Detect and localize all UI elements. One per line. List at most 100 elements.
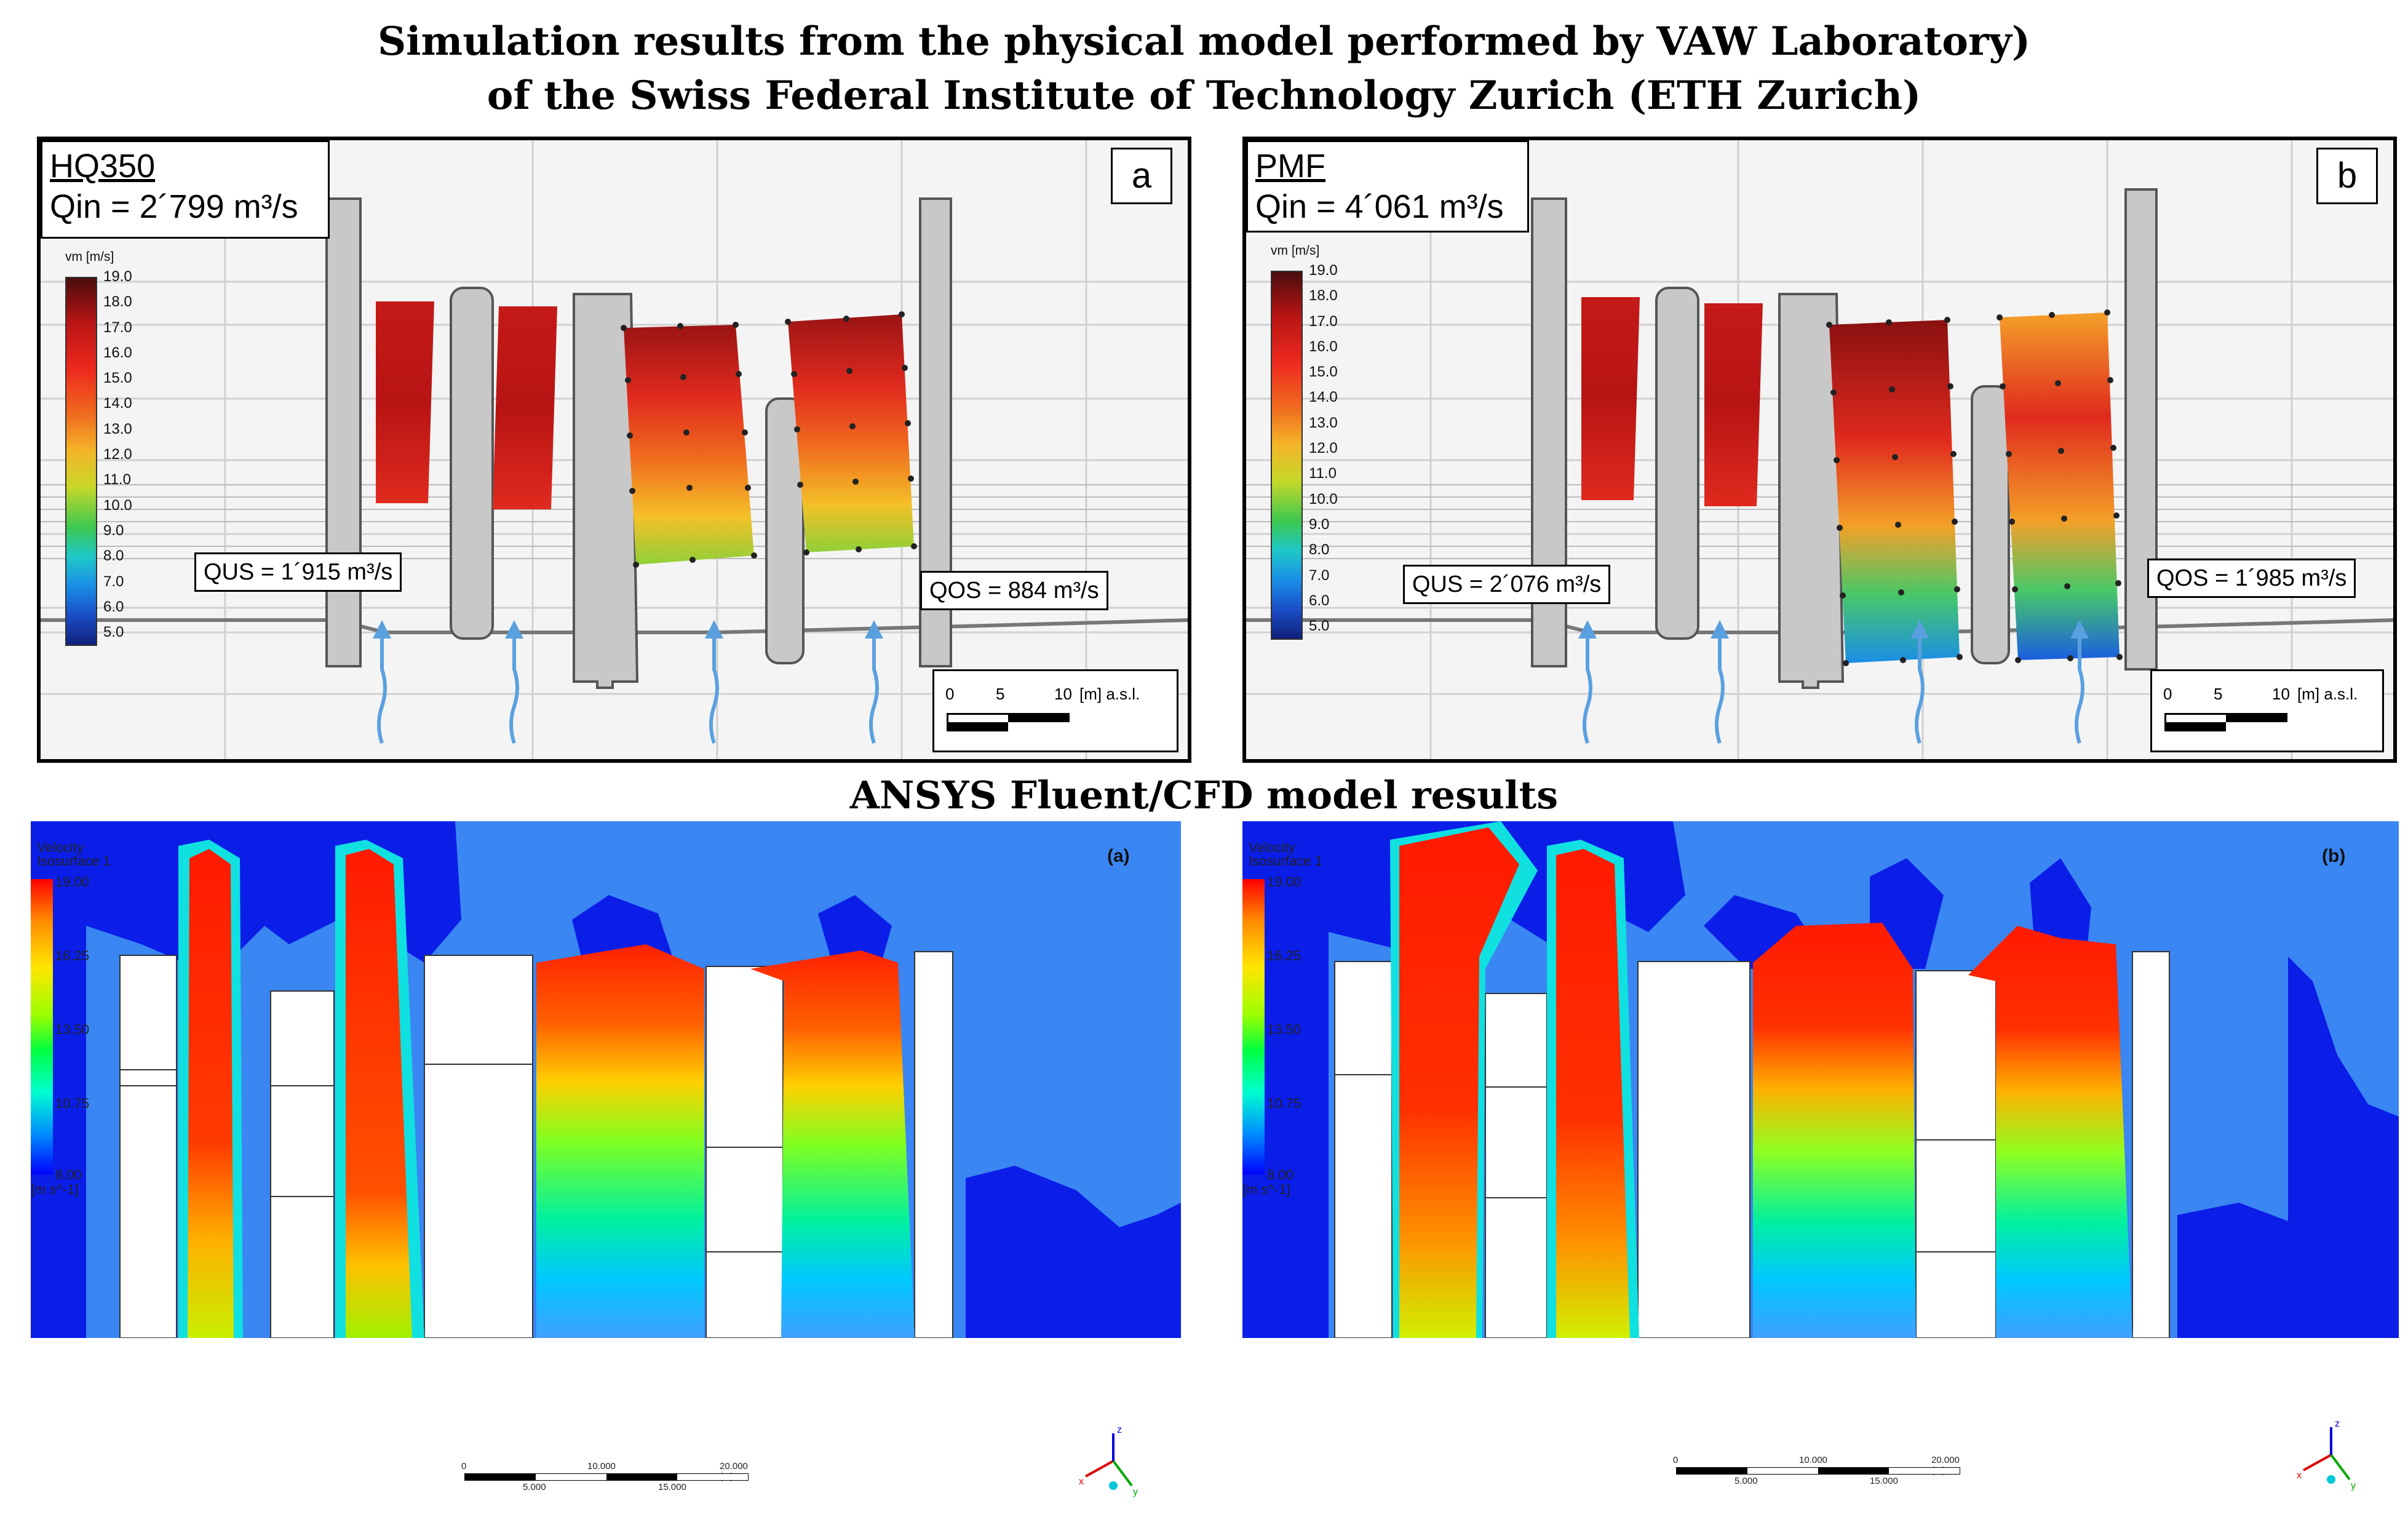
cfd-panel-a: (a) Velocity Isosurface 1 19.00 16.25 13… [31, 821, 1181, 1504]
coordinate-axes-a: x y z [1079, 1425, 1138, 1497]
cfd-legend-title: Velocity [37, 840, 84, 855]
scenario-name: PMF [1255, 148, 1325, 185]
cfd-legend-unit: [m s^-1] [31, 1182, 79, 1197]
discharge-os-label: QOS = 1´985 m³/s [2147, 559, 2356, 598]
cfd-scale-bar-a: 0 10.000 20.000 (m) 5.000 15.000 [461, 1461, 757, 1492]
discharge-os-label: QOS = 884 m³/s [920, 571, 1108, 610]
legend-tick: 18.0 [1309, 287, 1338, 305]
cfd-legend-unit: [m s^-1] [1242, 1182, 1290, 1197]
figure-title-line-1: Simulation results from the physical mod… [377, 18, 2031, 65]
cfd-scale-tick: 5.000 [1734, 1476, 1758, 1486]
legend-tick: 12.0 [1309, 440, 1338, 457]
scenario-name: HQ350 [50, 148, 156, 185]
cfd-legend-tick: 19.00 [55, 874, 90, 890]
cfd-velocity-field-a [31, 821, 1181, 1504]
legend-tick: 13.0 [103, 420, 132, 437]
legend-tick: 19.0 [103, 268, 132, 285]
legend-ticks: 19.0 18.0 17.0 16.0 15.0 14.0 13.0 12.0 … [103, 268, 132, 651]
cfd-scale-tick: 10.000 [587, 1461, 616, 1471]
legend-tick: 10.0 [1309, 490, 1338, 508]
scale-tick: [m] a.s.l. [2297, 685, 2358, 703]
figure-title-line-2: of the Swiss Federal Institute of Techno… [487, 73, 1921, 119]
physical-panel-b: PMF Qin = 4´061 m³/s b vm [m/s] 19.0 18.… [1242, 137, 2397, 763]
discharge-us-label: QUS = 2´076 m³/s [1403, 565, 1611, 604]
cfd-legend-tick: 8.00 [55, 1167, 82, 1182]
cfd-legend-tick: 10.75 [1267, 1096, 1301, 1111]
legend-tick: 13.0 [1309, 414, 1338, 431]
cfd-panel-b: (b) Velocity Isosurface 1 19.00 16.25 13… [1242, 821, 2399, 1504]
cfd-legend-subtitle: Isosurface 1 [37, 853, 111, 869]
scale-bar-b: 0 5 10 [m] a.s.l. [2150, 669, 2384, 752]
legend-tick: 15.0 [1309, 364, 1338, 381]
legend-tick: 7.0 [1309, 567, 1330, 584]
legend-tick: 14.0 [1309, 389, 1338, 406]
legend-tick: 19.0 [1309, 262, 1338, 279]
cfd-legend-tick: 19.00 [1267, 874, 1301, 890]
legend-unit: vm [m/s] [65, 250, 114, 264]
cfd-legend-tick: 13.50 [55, 1022, 90, 1037]
panel-letter: b [2316, 148, 2378, 204]
plan-drawing-b [1246, 140, 2393, 759]
legend-tick: 14.0 [103, 395, 132, 412]
legend-tick: 9.0 [1309, 516, 1330, 533]
legend-tick: 15.0 [103, 370, 132, 387]
legend-tick: 18.0 [103, 293, 132, 311]
scale-tick: 0 [2163, 685, 2172, 703]
legend-tick: 11.0 [103, 471, 131, 488]
cfd-legend-tick: 16.25 [55, 948, 90, 963]
legend-tick: 6.0 [1309, 592, 1330, 609]
cfd-scale-tick: 0 [461, 1461, 467, 1471]
legend-tick: 9.0 [103, 522, 124, 539]
legend-colorbar [1271, 271, 1303, 640]
cfd-scale-tick: 15.000 [1870, 1476, 1898, 1486]
legend-tick: 17.0 [103, 319, 132, 336]
axis-label-z: z [1117, 1425, 1122, 1435]
physical-panel-a: HQ350 Qin = 2´799 m³/s a vm [m/s] 19.0 1… [37, 137, 1191, 763]
legend-tick: 7.0 [103, 573, 124, 590]
axis-label-x: x [2297, 1470, 2302, 1481]
legend-unit: vm [m/s] [1271, 244, 1320, 258]
cfd-legend-colorbar [1242, 879, 1265, 1174]
axis-label-y: y [2351, 1481, 2356, 1491]
cfd-scale-tick: 15.000 [658, 1482, 686, 1492]
discharge-us-label: QUS = 1´915 m³/s [194, 552, 402, 592]
legend-tick: 8.0 [1309, 541, 1330, 559]
cfd-legend-tick: 8.00 [1267, 1167, 1293, 1182]
legend-ticks: 19.0 18.0 17.0 16.0 15.0 14.0 13.0 12.0 … [1309, 262, 1338, 645]
cfd-velocity-field-b [1242, 821, 2399, 1504]
scale-tick: 10 [2272, 685, 2290, 703]
scale-tick: 0 [945, 685, 955, 703]
legend-tick: 17.0 [1309, 313, 1338, 330]
cfd-scale-bar-b: 0 10.000 20.000 (m) 5.000 15.000 [1673, 1455, 1968, 1486]
legend-tick: 12.0 [103, 446, 132, 463]
axis-label-x: x [1079, 1476, 1084, 1487]
cfd-panel-label: (a) [1107, 846, 1130, 866]
cfd-legend-title: Velocity [1249, 840, 1295, 855]
legend-tick: 11.0 [1309, 465, 1337, 482]
cfd-legend-tick: 16.25 [1267, 948, 1301, 963]
cfd-legend-colorbar [31, 879, 53, 1174]
cfd-legend-tick: 13.50 [1267, 1022, 1301, 1037]
axis-label-y: y [1133, 1487, 1138, 1497]
legend-tick: 16.0 [103, 344, 132, 361]
cfd-section-title: ANSYS Fluent/CFD model results [849, 773, 1559, 818]
scale-tick: [m] a.s.l. [1079, 685, 1140, 703]
legend-tick: 10.0 [103, 496, 132, 514]
legend-tick: 5.0 [1309, 618, 1330, 635]
scale-bar-a: 0 5 10 [m] a.s.l. [932, 669, 1178, 752]
legend-tick: 6.0 [103, 598, 124, 615]
cfd-scale-tick: 5.000 [523, 1482, 546, 1492]
scale-tick: 5 [2214, 685, 2223, 703]
cfd-scale-tick: 0 [1673, 1455, 1679, 1465]
coordinate-axes-b: x y z [2297, 1419, 2356, 1491]
scale-tick: 5 [996, 685, 1005, 703]
inflow-discharge: Qin = 2´799 m³/s [50, 188, 298, 225]
scale-tick: 10 [1054, 685, 1072, 703]
legend-tick: 8.0 [103, 547, 124, 565]
legend-colorbar [65, 277, 97, 646]
axis-label-z: z [2335, 1419, 2340, 1429]
scenario-box-a: HQ350 Qin = 2´799 m³/s [41, 140, 330, 239]
scenario-box-b: PMF Qin = 4´061 m³/s [1246, 140, 1529, 233]
cfd-legend-tick: 10.75 [55, 1096, 90, 1111]
